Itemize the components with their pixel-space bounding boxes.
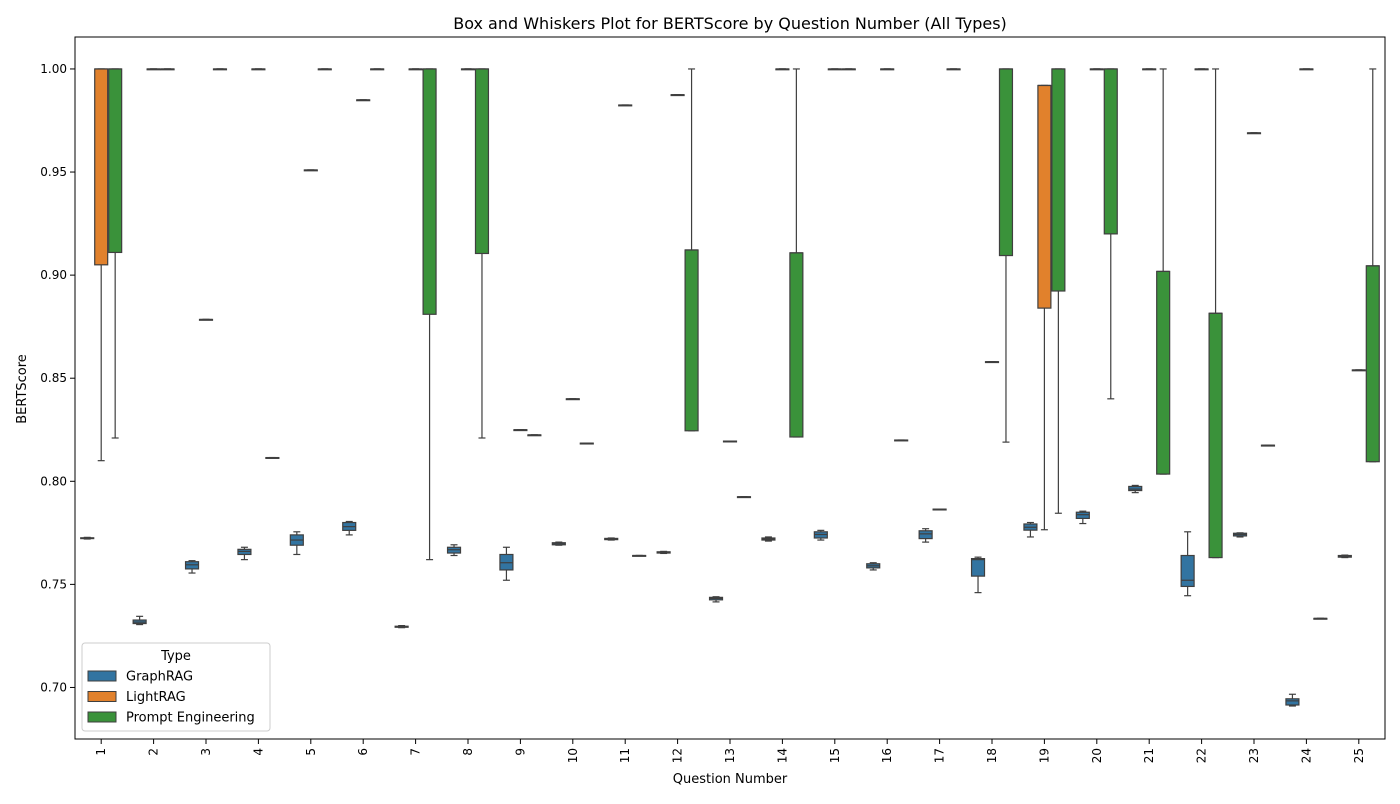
legend-swatch bbox=[87, 711, 117, 723]
x-tick-label: 22 bbox=[1195, 748, 1209, 763]
x-tick-label: 6 bbox=[356, 748, 370, 756]
x-tick-label: 2 bbox=[147, 748, 161, 756]
y-tick-label: 0.75 bbox=[40, 577, 67, 591]
x-tick-label: 15 bbox=[828, 748, 842, 763]
series-prompt-engineering bbox=[108, 68, 1380, 620]
series-lightrag bbox=[94, 68, 1366, 531]
legend-title: Type bbox=[160, 649, 191, 664]
box-body bbox=[94, 68, 109, 266]
y-tick-label: 0.80 bbox=[40, 474, 67, 488]
legend: Type GraphRAG LightRAG Prompt Engineering bbox=[81, 642, 271, 732]
box-body bbox=[1103, 68, 1118, 235]
box-body bbox=[1156, 270, 1171, 475]
y-tick-label: 1.00 bbox=[40, 62, 67, 76]
x-tick-label: 14 bbox=[775, 748, 789, 763]
box-body bbox=[474, 68, 490, 255]
box-body bbox=[1075, 511, 1090, 520]
x-tick-label: 19 bbox=[1037, 748, 1051, 763]
x-axis-label: Question Number bbox=[673, 772, 788, 787]
y-tick-label: 0.90 bbox=[40, 268, 67, 282]
x-tick-label: 4 bbox=[251, 748, 265, 756]
series-graphrag bbox=[80, 484, 1352, 707]
x-tick-label: 1 bbox=[94, 748, 108, 756]
legend-label: Prompt Engineering bbox=[126, 711, 255, 726]
x-tick-label: 11 bbox=[618, 748, 632, 763]
x-tick-label: 7 bbox=[409, 748, 423, 756]
box-body bbox=[918, 530, 933, 540]
x-tick-label: 5 bbox=[304, 748, 318, 756]
legend-frame bbox=[81, 642, 271, 732]
x-tick-label: 9 bbox=[513, 748, 527, 756]
x-tick-label: 18 bbox=[985, 748, 999, 763]
x-axis: 1 2 3 4 5 6 7 8 9 10 11 12 13 14 15 16 17 18 19 20 21 22 23 24 2… bbox=[94, 739, 1366, 763]
box-body bbox=[1037, 84, 1052, 309]
y-tick-label: 0.70 bbox=[40, 680, 67, 694]
x-tick-label: 12 bbox=[671, 748, 685, 763]
legend-swatch bbox=[87, 670, 117, 682]
x-tick-label: 23 bbox=[1247, 748, 1261, 763]
x-tick-label: 13 bbox=[723, 748, 737, 763]
y-axis-label: BERTScore bbox=[15, 354, 30, 424]
x-tick-label: 8 bbox=[461, 748, 475, 756]
box-body bbox=[998, 68, 1014, 257]
box-body bbox=[1208, 312, 1223, 559]
box-body bbox=[108, 68, 123, 254]
legend-label: LightRAG bbox=[126, 690, 186, 705]
legend-swatch bbox=[87, 691, 117, 702]
x-tick-label: 25 bbox=[1352, 748, 1366, 763]
chart-title: Box and Whiskers Plot for BERTScore by Q… bbox=[453, 14, 1007, 33]
box-body bbox=[1180, 554, 1195, 588]
box-body bbox=[422, 68, 437, 315]
x-tick-label: 21 bbox=[1142, 748, 1156, 763]
box-body bbox=[684, 249, 699, 432]
y-axis: 0.70 0.75 0.80 0.85 0.90 0.95 1.00 bbox=[40, 62, 75, 694]
y-tick-label: 0.95 bbox=[40, 165, 67, 179]
x-tick-label: 20 bbox=[1090, 748, 1104, 763]
x-tick-label: 24 bbox=[1299, 748, 1313, 763]
x-tick-label: 3 bbox=[199, 748, 213, 756]
legend-label: GraphRAG bbox=[126, 670, 193, 685]
box-body bbox=[1051, 68, 1066, 292]
box-body bbox=[1128, 485, 1143, 492]
y-tick-label: 0.85 bbox=[40, 371, 67, 385]
box-body bbox=[970, 558, 986, 577]
box-body bbox=[789, 252, 804, 438]
x-tick-label: 17 bbox=[933, 748, 947, 763]
x-tick-label: 16 bbox=[880, 748, 894, 763]
box-body bbox=[1285, 698, 1300, 706]
plot-frame bbox=[74, 36, 1386, 740]
x-tick-label: 10 bbox=[566, 748, 580, 763]
plot-area bbox=[80, 68, 1380, 707]
box-body bbox=[1365, 265, 1380, 463]
